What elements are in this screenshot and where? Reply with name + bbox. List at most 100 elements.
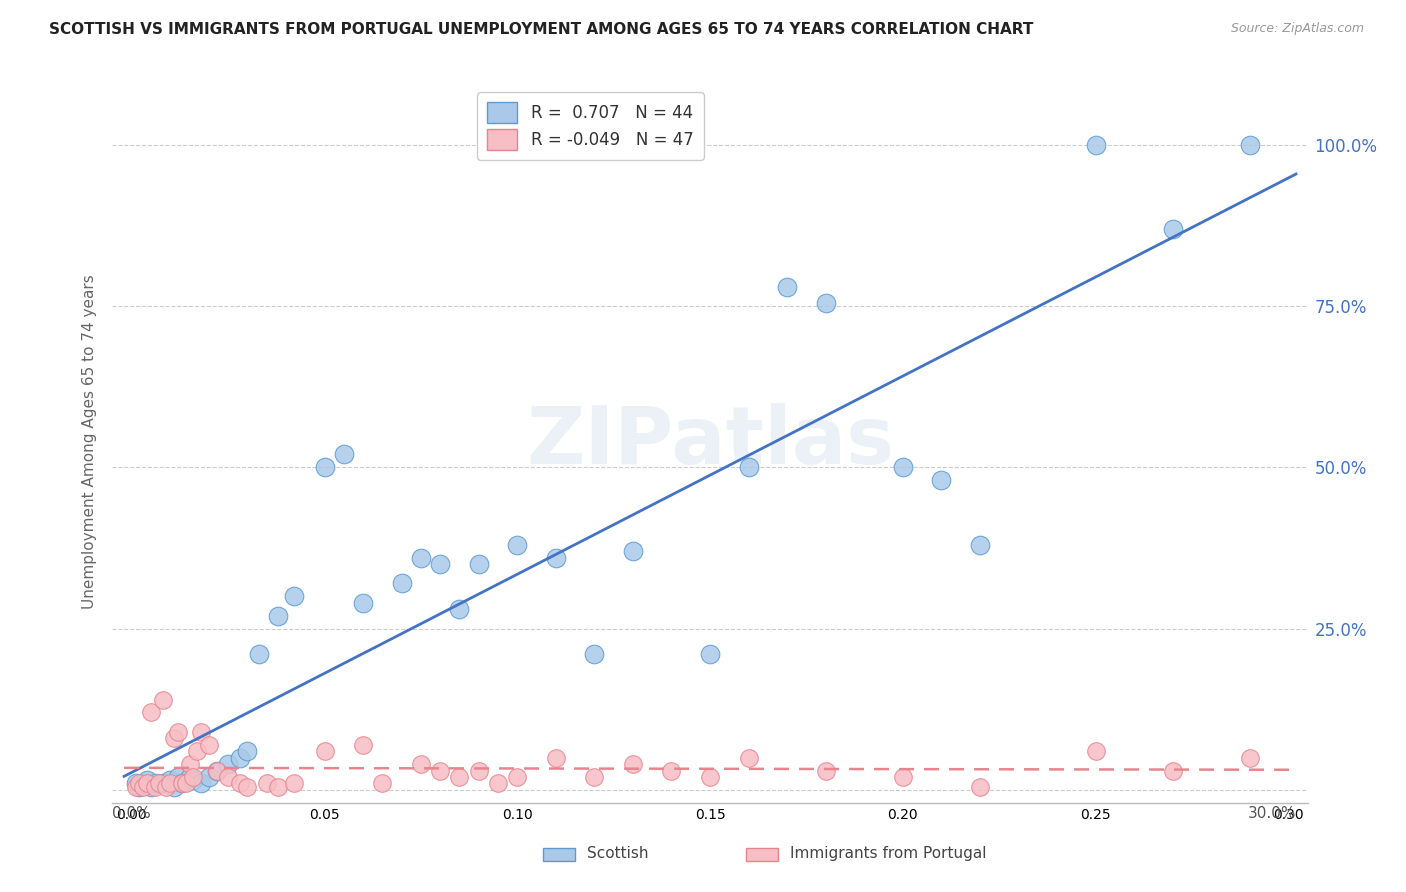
Point: [179, 757, 201, 772]
Point: [256, 776, 278, 790]
Point: [190, 776, 212, 790]
Point: [583, 770, 606, 784]
Point: [190, 724, 212, 739]
Point: [179, 770, 201, 784]
Point: [217, 770, 239, 784]
Point: [737, 460, 759, 475]
Point: [163, 731, 186, 746]
Point: [467, 557, 489, 571]
Point: [267, 608, 290, 623]
Point: [136, 776, 159, 790]
Point: [1161, 221, 1184, 235]
Point: [247, 648, 270, 662]
Point: [1084, 137, 1107, 152]
Point: [814, 296, 837, 310]
Point: [183, 770, 205, 784]
Point: [236, 780, 259, 794]
Point: [544, 750, 567, 764]
Point: [931, 473, 953, 487]
Text: Source: ZipAtlas.com: Source: ZipAtlas.com: [1230, 22, 1364, 36]
Point: [139, 706, 162, 720]
Point: [174, 776, 197, 790]
Point: [167, 724, 190, 739]
Point: [228, 776, 250, 790]
Point: [429, 557, 451, 571]
Point: [139, 780, 162, 794]
Point: [1239, 137, 1261, 152]
Point: [198, 770, 221, 784]
Point: [132, 780, 155, 794]
Point: [891, 460, 914, 475]
Point: [486, 776, 509, 790]
Point: [583, 648, 606, 662]
Point: [352, 738, 374, 752]
Point: [314, 460, 336, 475]
Point: [128, 780, 150, 794]
Point: [228, 750, 250, 764]
Point: [128, 776, 150, 790]
Point: [124, 780, 146, 794]
Point: [969, 538, 991, 552]
Point: [699, 648, 721, 662]
Point: [167, 770, 190, 784]
Point: [371, 776, 394, 790]
Point: [283, 590, 305, 604]
Point: [136, 773, 159, 788]
Point: [198, 738, 221, 752]
Y-axis label: Unemployment Among Ages 65 to 74 years: Unemployment Among Ages 65 to 74 years: [82, 274, 97, 609]
Point: [217, 757, 239, 772]
Point: [186, 744, 208, 758]
Point: [267, 780, 290, 794]
Point: [236, 744, 259, 758]
Point: [776, 279, 799, 293]
Legend: R =  0.707   N = 44, R = -0.049   N = 47: R = 0.707 N = 44, R = -0.049 N = 47: [478, 92, 703, 160]
Point: [205, 764, 228, 778]
Point: [449, 770, 471, 784]
Point: [152, 776, 174, 790]
Text: SCOTTISH VS IMMIGRANTS FROM PORTUGAL UNEMPLOYMENT AMONG AGES 65 TO 74 YEARS CORR: SCOTTISH VS IMMIGRANTS FROM PORTUGAL UNE…: [49, 22, 1033, 37]
Point: [409, 757, 432, 772]
Point: [544, 550, 567, 565]
Text: Scottish: Scottish: [586, 846, 648, 861]
Point: [170, 776, 193, 790]
Point: [159, 773, 181, 788]
Point: [661, 764, 683, 778]
Point: [159, 776, 181, 790]
Text: ZIPatlas: ZIPatlas: [526, 402, 894, 481]
Point: [143, 776, 166, 790]
Point: [132, 776, 155, 790]
Point: [409, 550, 432, 565]
Point: [699, 770, 721, 784]
Point: [506, 770, 529, 784]
Point: [1239, 750, 1261, 764]
Point: [467, 764, 489, 778]
Point: [163, 780, 186, 794]
Point: [124, 776, 146, 790]
Point: [1084, 744, 1107, 758]
Point: [891, 770, 914, 784]
FancyBboxPatch shape: [747, 847, 778, 861]
Point: [621, 757, 644, 772]
Point: [333, 447, 356, 461]
Text: 30.0%: 30.0%: [1247, 806, 1296, 821]
Point: [391, 576, 413, 591]
Text: 0.0%: 0.0%: [112, 806, 152, 821]
Point: [969, 780, 991, 794]
Point: [148, 776, 170, 790]
Point: [152, 692, 174, 706]
Text: Immigrants from Portugal: Immigrants from Portugal: [790, 846, 987, 861]
Point: [737, 750, 759, 764]
Point: [506, 538, 529, 552]
Point: [429, 764, 451, 778]
Point: [183, 773, 205, 788]
Point: [814, 764, 837, 778]
Point: [352, 596, 374, 610]
Point: [170, 776, 193, 790]
Point: [314, 744, 336, 758]
Point: [283, 776, 305, 790]
Point: [621, 544, 644, 558]
Point: [205, 764, 228, 778]
Point: [449, 602, 471, 616]
FancyBboxPatch shape: [543, 847, 575, 861]
Point: [1161, 764, 1184, 778]
